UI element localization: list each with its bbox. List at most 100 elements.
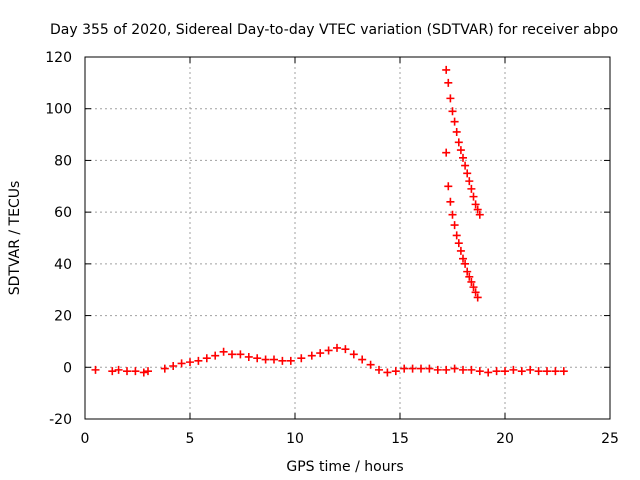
data-point <box>471 200 480 209</box>
data-point <box>425 364 434 373</box>
data-point <box>467 365 476 374</box>
data-point <box>442 65 451 74</box>
data-point <box>324 346 333 355</box>
data-point <box>465 272 474 281</box>
x-tick-label: 25 <box>601 431 619 447</box>
data-point <box>391 367 400 376</box>
x-axis-label: GPS time / hours <box>286 459 403 475</box>
grid <box>85 57 610 419</box>
data-point <box>444 182 453 191</box>
data-point <box>448 210 457 219</box>
data-point <box>551 367 560 376</box>
data-point <box>469 192 478 201</box>
y-tick-label: -20 <box>49 412 72 428</box>
data-point <box>417 364 425 373</box>
data-point <box>278 356 287 365</box>
data-point <box>202 354 211 363</box>
data-point <box>228 350 236 359</box>
data-point <box>358 355 367 364</box>
data-point <box>194 356 203 365</box>
data-point <box>177 359 186 368</box>
data-point <box>244 352 253 361</box>
data-point <box>270 355 278 364</box>
data-point <box>452 127 461 136</box>
data-point <box>467 184 476 193</box>
data-point <box>461 259 470 268</box>
data-point <box>383 368 392 377</box>
data-point <box>349 350 358 359</box>
data-point <box>114 365 123 374</box>
data-point <box>444 78 453 87</box>
data-point <box>91 365 100 374</box>
data-point <box>211 351 220 360</box>
data-point <box>446 94 455 103</box>
data-point <box>450 117 459 126</box>
data-point <box>408 364 417 373</box>
data-point <box>484 368 493 377</box>
data-point <box>459 365 467 374</box>
data-point <box>450 221 459 230</box>
data-point <box>475 210 484 219</box>
x-tick-label: 5 <box>186 431 195 447</box>
data-point <box>448 107 457 116</box>
data-point <box>454 138 463 147</box>
data-point <box>471 288 480 297</box>
y-tick-label: 60 <box>54 205 72 221</box>
data-point <box>454 239 463 248</box>
tick-labels: 0 5 10 15 20 25 -20 0 20 40 60 80 100 120 <box>45 50 619 447</box>
data-point <box>297 354 306 363</box>
data-point <box>442 365 451 374</box>
data-points <box>91 65 568 377</box>
data-point <box>509 365 518 374</box>
data-point <box>286 356 295 365</box>
data-point <box>517 367 526 376</box>
data-point <box>492 367 501 376</box>
y-tick-label: 40 <box>54 257 72 273</box>
data-point <box>144 367 152 376</box>
series-arc-low <box>442 148 482 302</box>
data-point <box>456 146 465 155</box>
data-point <box>307 351 316 360</box>
data-point <box>160 364 169 373</box>
data-point <box>219 347 228 356</box>
x-tick-label: 15 <box>391 431 409 447</box>
y-tick-label: 100 <box>45 102 72 118</box>
data-point <box>316 349 325 358</box>
data-point <box>467 277 476 286</box>
data-point <box>236 350 245 359</box>
data-point <box>461 161 470 170</box>
data-point <box>473 205 482 214</box>
data-point <box>475 367 484 376</box>
chart-title: Day 355 of 2020, Sidereal Day-to-day VTE… <box>50 22 618 38</box>
y-tick-label: 0 <box>63 360 72 376</box>
data-point <box>446 197 455 206</box>
data-point <box>501 367 509 376</box>
data-point <box>131 367 140 376</box>
data-point <box>400 364 409 373</box>
data-point <box>123 367 131 376</box>
series-arc-high <box>442 65 484 219</box>
series-baseline <box>91 343 568 377</box>
data-point <box>463 169 472 178</box>
y-tick-label: 120 <box>45 50 72 66</box>
y-tick-label: 20 <box>54 309 72 325</box>
x-tick-label: 10 <box>286 431 304 447</box>
data-point <box>442 148 451 157</box>
data-point <box>459 254 467 263</box>
y-tick-label: 80 <box>54 153 72 169</box>
data-point <box>459 153 467 162</box>
data-point <box>366 360 375 369</box>
data-point <box>433 365 442 374</box>
plot-frame <box>84 56 611 420</box>
data-point <box>333 343 341 352</box>
data-point <box>186 358 194 367</box>
data-point <box>543 367 551 376</box>
data-point <box>452 231 461 240</box>
x-tick-label: 20 <box>496 431 514 447</box>
data-point <box>559 367 568 376</box>
data-point <box>534 367 543 376</box>
data-point <box>375 365 383 374</box>
axis-ticks <box>84 56 611 420</box>
data-point <box>456 246 465 255</box>
